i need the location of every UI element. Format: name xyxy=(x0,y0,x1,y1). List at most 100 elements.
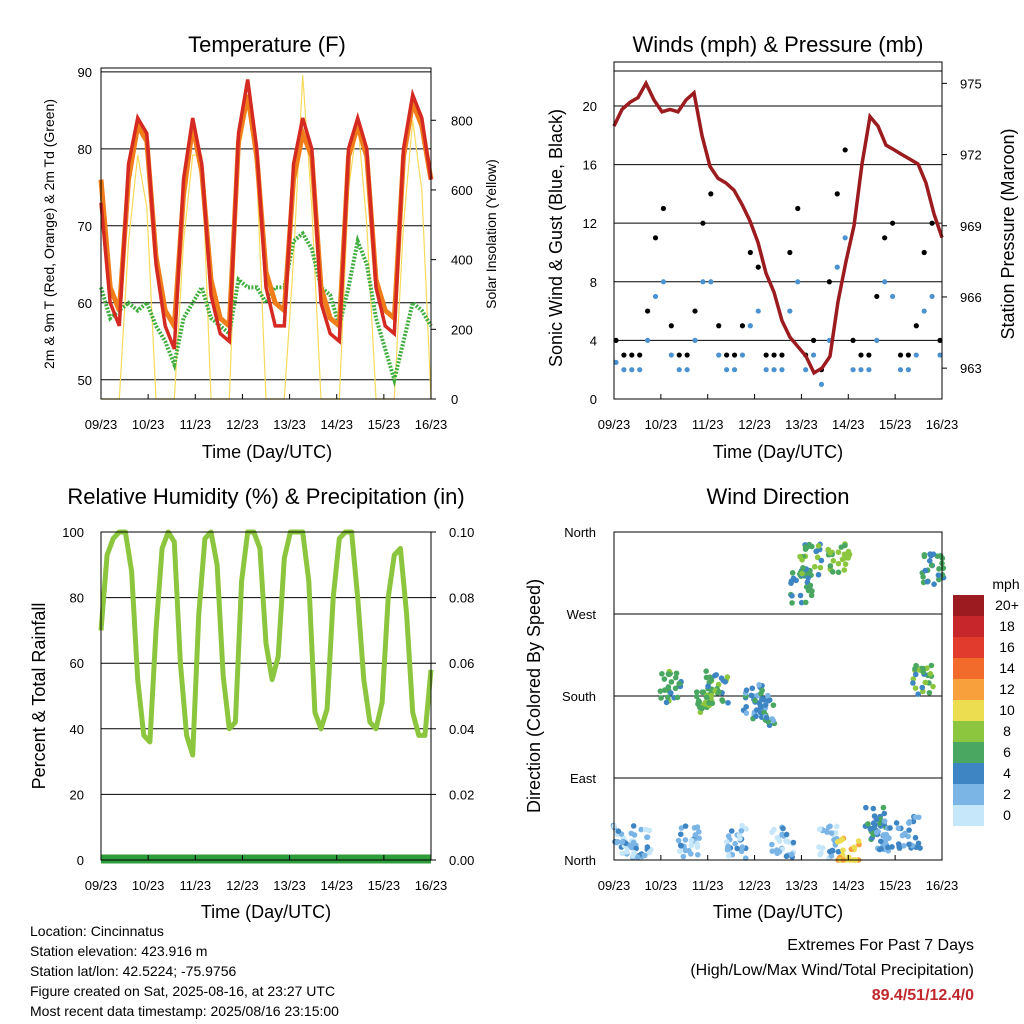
direction-point xyxy=(873,816,880,823)
gust-point xyxy=(787,249,793,256)
gust-point xyxy=(692,308,698,314)
direction-point xyxy=(917,845,923,851)
direction-point xyxy=(867,826,874,832)
direction-point xyxy=(694,844,701,850)
humidity-title: Relative Humidity (%) & Precipitation (i… xyxy=(67,484,464,509)
direction-point xyxy=(725,853,732,859)
gust-points xyxy=(613,147,943,373)
direction-point xyxy=(789,600,795,606)
temperature-axis-ticks: 50 60 70 80 90 0 200 400 600 800 09/23 10/23 11/23 12… xyxy=(78,65,473,432)
wind-point xyxy=(787,308,793,314)
y2-tick-label: 800 xyxy=(451,113,473,128)
direction-point xyxy=(763,714,770,721)
x-tick-label: 13/23 xyxy=(785,417,818,432)
direction-point xyxy=(693,689,700,695)
colorbar-swatch xyxy=(953,637,984,658)
direction-point xyxy=(895,825,902,832)
x-tick-label: 14/23 xyxy=(320,417,353,432)
direction-point xyxy=(930,683,936,690)
direction-point xyxy=(738,827,745,834)
direction-point xyxy=(661,687,668,693)
wind-point xyxy=(779,367,785,373)
direction-point xyxy=(835,549,842,555)
gust-point xyxy=(874,293,880,300)
y-tick-label: 4 xyxy=(590,333,597,348)
colorbar-label: 10 xyxy=(999,702,1015,718)
direction-point xyxy=(783,853,790,860)
wind-point xyxy=(842,235,848,241)
direction-point xyxy=(789,592,795,599)
direction-point xyxy=(845,555,852,561)
direction-point xyxy=(800,564,806,571)
direction-point xyxy=(835,560,842,567)
wind-direction-ylabel: Direction (Colored By Speed) xyxy=(524,579,544,813)
direction-point xyxy=(827,563,834,569)
direction-point xyxy=(725,846,732,852)
wind-point xyxy=(676,367,682,373)
wind-point xyxy=(889,293,896,300)
wind-point xyxy=(897,367,904,373)
solar-insolation-line xyxy=(101,74,432,400)
colorbar-label: 12 xyxy=(999,681,1015,697)
winds-grid xyxy=(614,70,942,400)
direction-point xyxy=(826,824,832,830)
temp-2m-line xyxy=(99,79,433,350)
y-tick-label: East xyxy=(570,771,596,786)
direction-point xyxy=(817,564,824,571)
direction-point xyxy=(674,694,681,701)
direction-point xyxy=(743,710,750,716)
direction-point xyxy=(926,689,933,696)
direction-point xyxy=(644,834,650,841)
direction-point xyxy=(815,543,822,549)
wind-direction-title: Wind Direction xyxy=(706,484,849,509)
gust-point xyxy=(724,352,730,358)
direction-point xyxy=(743,826,749,832)
direction-point xyxy=(841,551,848,558)
colorbar-swatch xyxy=(953,616,984,637)
direction-point xyxy=(881,833,888,840)
y-tick-label: 0 xyxy=(77,853,84,868)
direction-point xyxy=(881,810,888,817)
gust-point xyxy=(905,352,911,358)
direction-point xyxy=(753,707,760,713)
wind-point xyxy=(652,293,659,300)
direction-point xyxy=(664,694,671,701)
direction-point xyxy=(924,665,930,672)
x-tick-label: 16/23 xyxy=(926,417,959,432)
direction-point xyxy=(774,850,780,857)
gust-point xyxy=(716,323,722,329)
x-tick-label: 15/23 xyxy=(879,417,912,432)
direction-point xyxy=(910,818,917,825)
direction-point xyxy=(809,588,815,594)
gust-point xyxy=(921,249,927,256)
direction-point xyxy=(776,838,783,844)
colorbar-swatch xyxy=(953,784,984,805)
x-tick-label: 15/23 xyxy=(879,878,912,893)
colorbar-label: 8 xyxy=(1003,723,1011,739)
x-tick-label: 09/23 xyxy=(598,417,631,432)
direction-point xyxy=(928,562,935,568)
direction-point xyxy=(693,693,700,700)
direction-point xyxy=(790,839,797,846)
y2-tick-label: 963 xyxy=(960,361,982,376)
y-tick-label: South xyxy=(562,689,596,704)
station-info: Location: Cincinnatus Station elevation:… xyxy=(30,921,339,1021)
direction-point xyxy=(613,839,620,846)
direction-point xyxy=(900,843,907,849)
direction-point xyxy=(759,687,765,694)
x-tick-label: 16/23 xyxy=(415,878,448,893)
wind-point xyxy=(921,308,927,314)
x-tick-label: 14/23 xyxy=(832,417,865,432)
direction-point xyxy=(927,671,934,677)
direction-point xyxy=(672,674,679,681)
wind-point xyxy=(692,337,698,343)
direction-point xyxy=(789,570,796,576)
direction-point xyxy=(663,699,670,706)
gust-point xyxy=(739,323,746,329)
direction-point xyxy=(668,679,675,685)
temperature-title: Temperature (F) xyxy=(188,32,346,57)
direction-point xyxy=(915,814,922,821)
x-tick-label: 16/23 xyxy=(415,417,448,432)
gust-point xyxy=(621,352,627,358)
